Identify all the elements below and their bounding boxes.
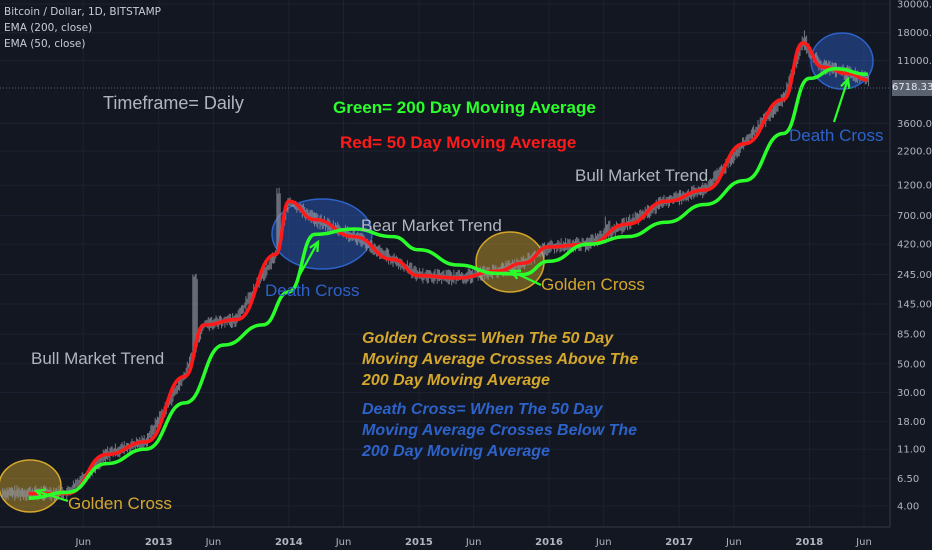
y-tick-label: 2200.00 — [897, 146, 932, 157]
red-key: Red= 50 Day Moving Average — [340, 133, 577, 152]
ema50-line — [28, 41, 868, 496]
death-cross-definition: Death Cross= When The 50 Day Moving Aver… — [362, 399, 637, 462]
golden-cross-label-2: Golden Cross — [541, 275, 645, 294]
y-tick-label: 4.00 — [897, 502, 919, 513]
x-tick-label: Jun — [205, 537, 222, 548]
golden-cross-ellipse-1 — [0, 459, 62, 513]
bull-trend-label-1: Bull Market Trend — [31, 349, 165, 368]
ema200-line — [28, 66, 868, 500]
x-tick-label: Jun — [725, 537, 742, 548]
golden-cross-arrow-2 — [508, 269, 542, 286]
golden-cross-ellipse-2 — [475, 231, 545, 293]
price-axis[interactable]: 30000.00 18000.00 11000.00 3600.00 2200.00 12… — [897, 0, 932, 513]
x-tick-label: Jun — [595, 537, 612, 548]
annotation-arrows — [33, 76, 851, 503]
y-tick-label: 50.00 — [897, 359, 926, 370]
y-tick-label: 18.00 — [897, 417, 926, 428]
y-tick-label: 3600.00 — [897, 119, 932, 130]
x-tick-label: 2014 — [275, 537, 303, 548]
green-key: Green= 200 Day Moving Average — [333, 98, 596, 117]
y-tick-label: 700.00 — [897, 211, 932, 222]
golden-def-line: 200 Day Moving Average — [362, 372, 550, 389]
y-tick-label: 6.50 — [897, 474, 919, 485]
death-cross-label-1: Death Cross — [265, 281, 360, 300]
x-tick-label: 2015 — [405, 537, 433, 548]
x-tick-label: 2016 — [535, 537, 563, 548]
golden-def-line: Moving Average Crosses Above The — [362, 351, 639, 368]
legend-ema50[interactable]: EMA (50, close) — [4, 38, 86, 50]
death-cross-label-2: Death Cross — [789, 126, 884, 145]
death-def-line: Death Cross= When The 50 Day — [362, 401, 603, 418]
legend-ema200[interactable]: EMA (200, close) — [4, 22, 93, 34]
death-cross-arrow-1 — [297, 239, 320, 279]
x-tick-label: 2013 — [145, 537, 173, 548]
x-tick-label: Jun — [335, 537, 352, 548]
y-tick-label: 145.00 — [897, 299, 932, 310]
bear-trend-label: Bear Market Trend — [361, 216, 502, 235]
bull-trend-label-2: Bull Market Trend — [575, 166, 709, 185]
last-price-tag: 6718.33 — [892, 80, 932, 96]
x-tick-label: 2017 — [665, 537, 693, 548]
y-tick-label: 245.00 — [897, 270, 932, 281]
chart-legend: Bitcoin / Dollar, 1D, BITSTAMP EMA (200,… — [4, 4, 161, 52]
golden-cross-label-1: Golden Cross — [68, 494, 172, 513]
x-tick-label: Jun — [855, 537, 872, 548]
time-axis[interactable]: Jun 2013 Jun 2014 Jun 2015 Jun 2016 Jun 2017 Jun 20… — [74, 537, 871, 548]
symbol-title[interactable]: Bitcoin / Dollar, 1D, BITSTAMP — [4, 6, 161, 18]
x-tick-label: 2018 — [795, 537, 823, 548]
y-tick-label: 85.00 — [897, 330, 926, 341]
golden-def-line: Golden Cross= When The 50 Day — [362, 330, 614, 347]
moving-average-lines — [28, 41, 868, 500]
death-def-line: 200 Day Moving Average — [362, 443, 550, 460]
death-def-line: Moving Average Crosses Below The — [362, 422, 638, 439]
timeframe-note: Timeframe= Daily — [103, 93, 244, 113]
y-tick-label: 11000.00 — [897, 56, 932, 67]
x-tick-label: Jun — [465, 537, 482, 548]
golden-cross-arrow-1 — [33, 488, 69, 503]
death-cross-arrow-2 — [832, 76, 851, 123]
y-tick-label: 420.00 — [897, 240, 932, 251]
horizontal-gridlines — [0, 3, 890, 507]
x-tick-label: Jun — [74, 537, 91, 548]
y-tick-label: 30.00 — [897, 388, 926, 399]
golden-cross-definition: Golden Cross= When The 50 Day Moving Ave… — [362, 328, 638, 391]
y-tick-label: 1200.00 — [897, 181, 932, 192]
y-tick-label: 18000.00 — [897, 28, 932, 39]
y-tick-label: 30000.00 — [897, 0, 932, 11]
y-tick-label: 11.00 — [897, 445, 926, 456]
